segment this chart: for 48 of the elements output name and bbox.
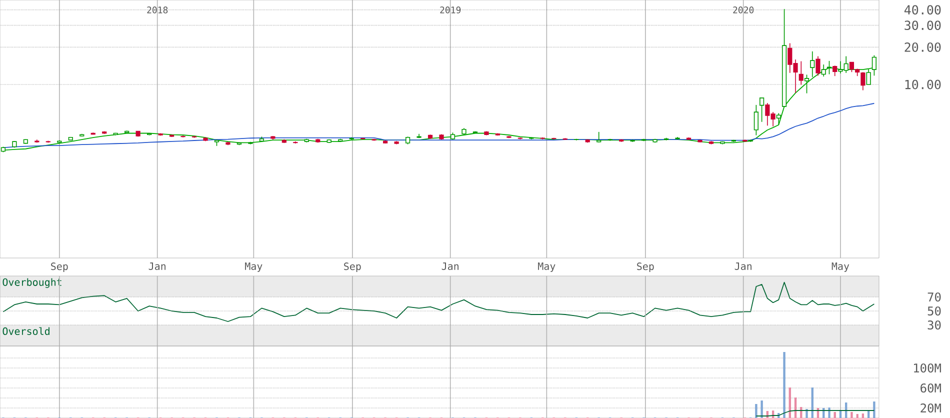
bar (760, 400, 763, 418)
y-tick-label: 20M (920, 403, 941, 413)
y-tick-label: 70 (928, 292, 941, 302)
candlestick (776, 112, 781, 126)
x-tick-label: May (832, 262, 850, 272)
x-tick-label: Sep (344, 262, 361, 272)
candlestick (754, 104, 758, 136)
x-tick-label: May (245, 262, 262, 272)
band-label: Overbought (2, 278, 62, 288)
candlestick (760, 98, 764, 122)
x-tick-label: May (538, 262, 556, 272)
y-tick-label: 60M (920, 383, 941, 393)
x-tick-label: Jan (148, 262, 166, 270)
candlestick (798, 60, 804, 86)
x2-tick-label: 2020 (733, 6, 754, 14)
y-tick-label: 30 (928, 320, 941, 330)
bar (862, 414, 864, 418)
bar (850, 412, 853, 418)
candlestick (860, 72, 866, 91)
y-tick-label: 50 (928, 306, 941, 316)
y-tick-label: 10.00 (905, 80, 941, 90)
candlestick (810, 50, 815, 78)
bar (856, 414, 858, 418)
candlestick (832, 65, 838, 76)
y-tick-label: 40.00 (904, 5, 941, 15)
bar (839, 411, 842, 418)
x-tick-label: Sep (637, 262, 654, 272)
y-tick-label: 20.00 (904, 42, 941, 52)
y-tick-label: 100M (914, 363, 941, 373)
bar (867, 411, 870, 418)
bar (783, 352, 786, 418)
bar (873, 402, 876, 418)
x-tick-label: Jan (442, 262, 458, 270)
band-label: Oversold (2, 327, 50, 335)
candlestick (872, 54, 876, 76)
x-tick-label: Jan (734, 262, 752, 270)
candlestick (821, 64, 826, 77)
bar (755, 404, 758, 418)
bar (834, 412, 836, 418)
x2-tick-label: 2019 (440, 6, 461, 14)
x2-tick-label: 2018 (147, 6, 168, 14)
candlestick (866, 68, 871, 85)
x-tick-label: Sep (51, 262, 68, 272)
candlestick (816, 56, 820, 76)
candlestick (596, 132, 602, 143)
candlestick (826, 60, 832, 75)
y-tick-label: 30.00 (904, 20, 941, 30)
candlestick (804, 74, 810, 94)
